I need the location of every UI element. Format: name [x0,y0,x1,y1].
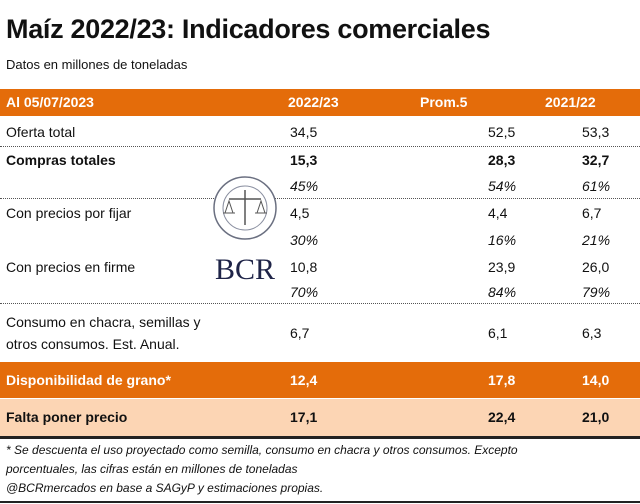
cell: 26,0 [582,259,610,275]
cell: 54% [488,178,517,194]
divider [0,303,640,304]
table-row-disponibilidad: Disponibilidad de grano* 12,4 17,8 14,0 [0,362,640,398]
cell: 22,4 [488,409,516,425]
row-label: Compras totales [6,152,116,168]
cell: 17,8 [488,372,516,388]
cell: 23,9 [488,259,516,275]
row-label: otros consumos. Est. Anual. [6,336,180,352]
cell: 52,5 [488,124,516,140]
cell: 15,3 [290,152,318,168]
cell: 70% [290,284,319,300]
cell: 61% [582,178,611,194]
cell: 6,3 [582,325,602,341]
bcr-logo: BCR [205,175,285,286]
cell: 30% [290,232,319,248]
cell: 28,3 [488,152,516,168]
seal-icon: BCR [213,176,277,286]
cell: 34,5 [290,124,318,140]
divider [0,436,640,439]
cell: 14,0 [582,372,610,388]
cell: 6,7 [582,205,602,221]
table-row-falta-precio: Falta poner precio 17,1 22,4 21,0 [0,399,640,436]
cell: 16% [488,232,517,248]
row-label: Con precios por fijar [6,205,132,221]
cell: 79% [582,284,611,300]
cell: 17,1 [290,409,318,425]
cell: 45% [290,178,319,194]
logo-text: BCR [215,253,275,285]
header-col-prom5: Prom.5 [420,94,468,110]
row-label: Falta poner precio [6,409,128,425]
row-label: Oferta total [6,124,76,140]
subtitle: Datos en millones de toneladas [6,57,188,72]
cell: 53,3 [582,124,610,140]
header-date: Al 05/07/2023 [6,94,94,110]
page-title: Maíz 2022/23: Indicadores comerciales [6,14,491,44]
divider [0,198,640,199]
cell: 6,7 [290,325,310,341]
footnote-source: @BCRmercados en base a SAGyP y estimacio… [6,481,324,495]
cell: 4,5 [290,205,310,221]
cell: 21,0 [582,409,610,425]
cell: 84% [488,284,517,300]
cell: 4,4 [488,205,508,221]
divider [0,146,640,147]
cell: 21% [582,232,611,248]
row-label: Consumo en chacra, semillas y [6,314,201,330]
footnote-line: porcentuales, las cifras están en millon… [6,462,298,476]
footnote: * Se descuenta el uso proyectado como se… [6,441,518,498]
divider [0,501,640,503]
cell: 12,4 [290,372,318,388]
table-header: Al 05/07/2023 2022/23 Prom.5 2021/22 [0,89,640,116]
header-col-2021-22: 2021/22 [545,94,596,110]
row-label: Disponibilidad de grano* [6,372,171,388]
cell: 6,1 [488,325,508,341]
cell: 10,8 [290,259,318,275]
footnote-line: * Se descuenta el uso proyectado como se… [6,443,518,457]
cell: 32,7 [582,152,610,168]
row-label: Con precios en firme [6,259,136,275]
header-col-2022-23: 2022/23 [288,94,339,110]
